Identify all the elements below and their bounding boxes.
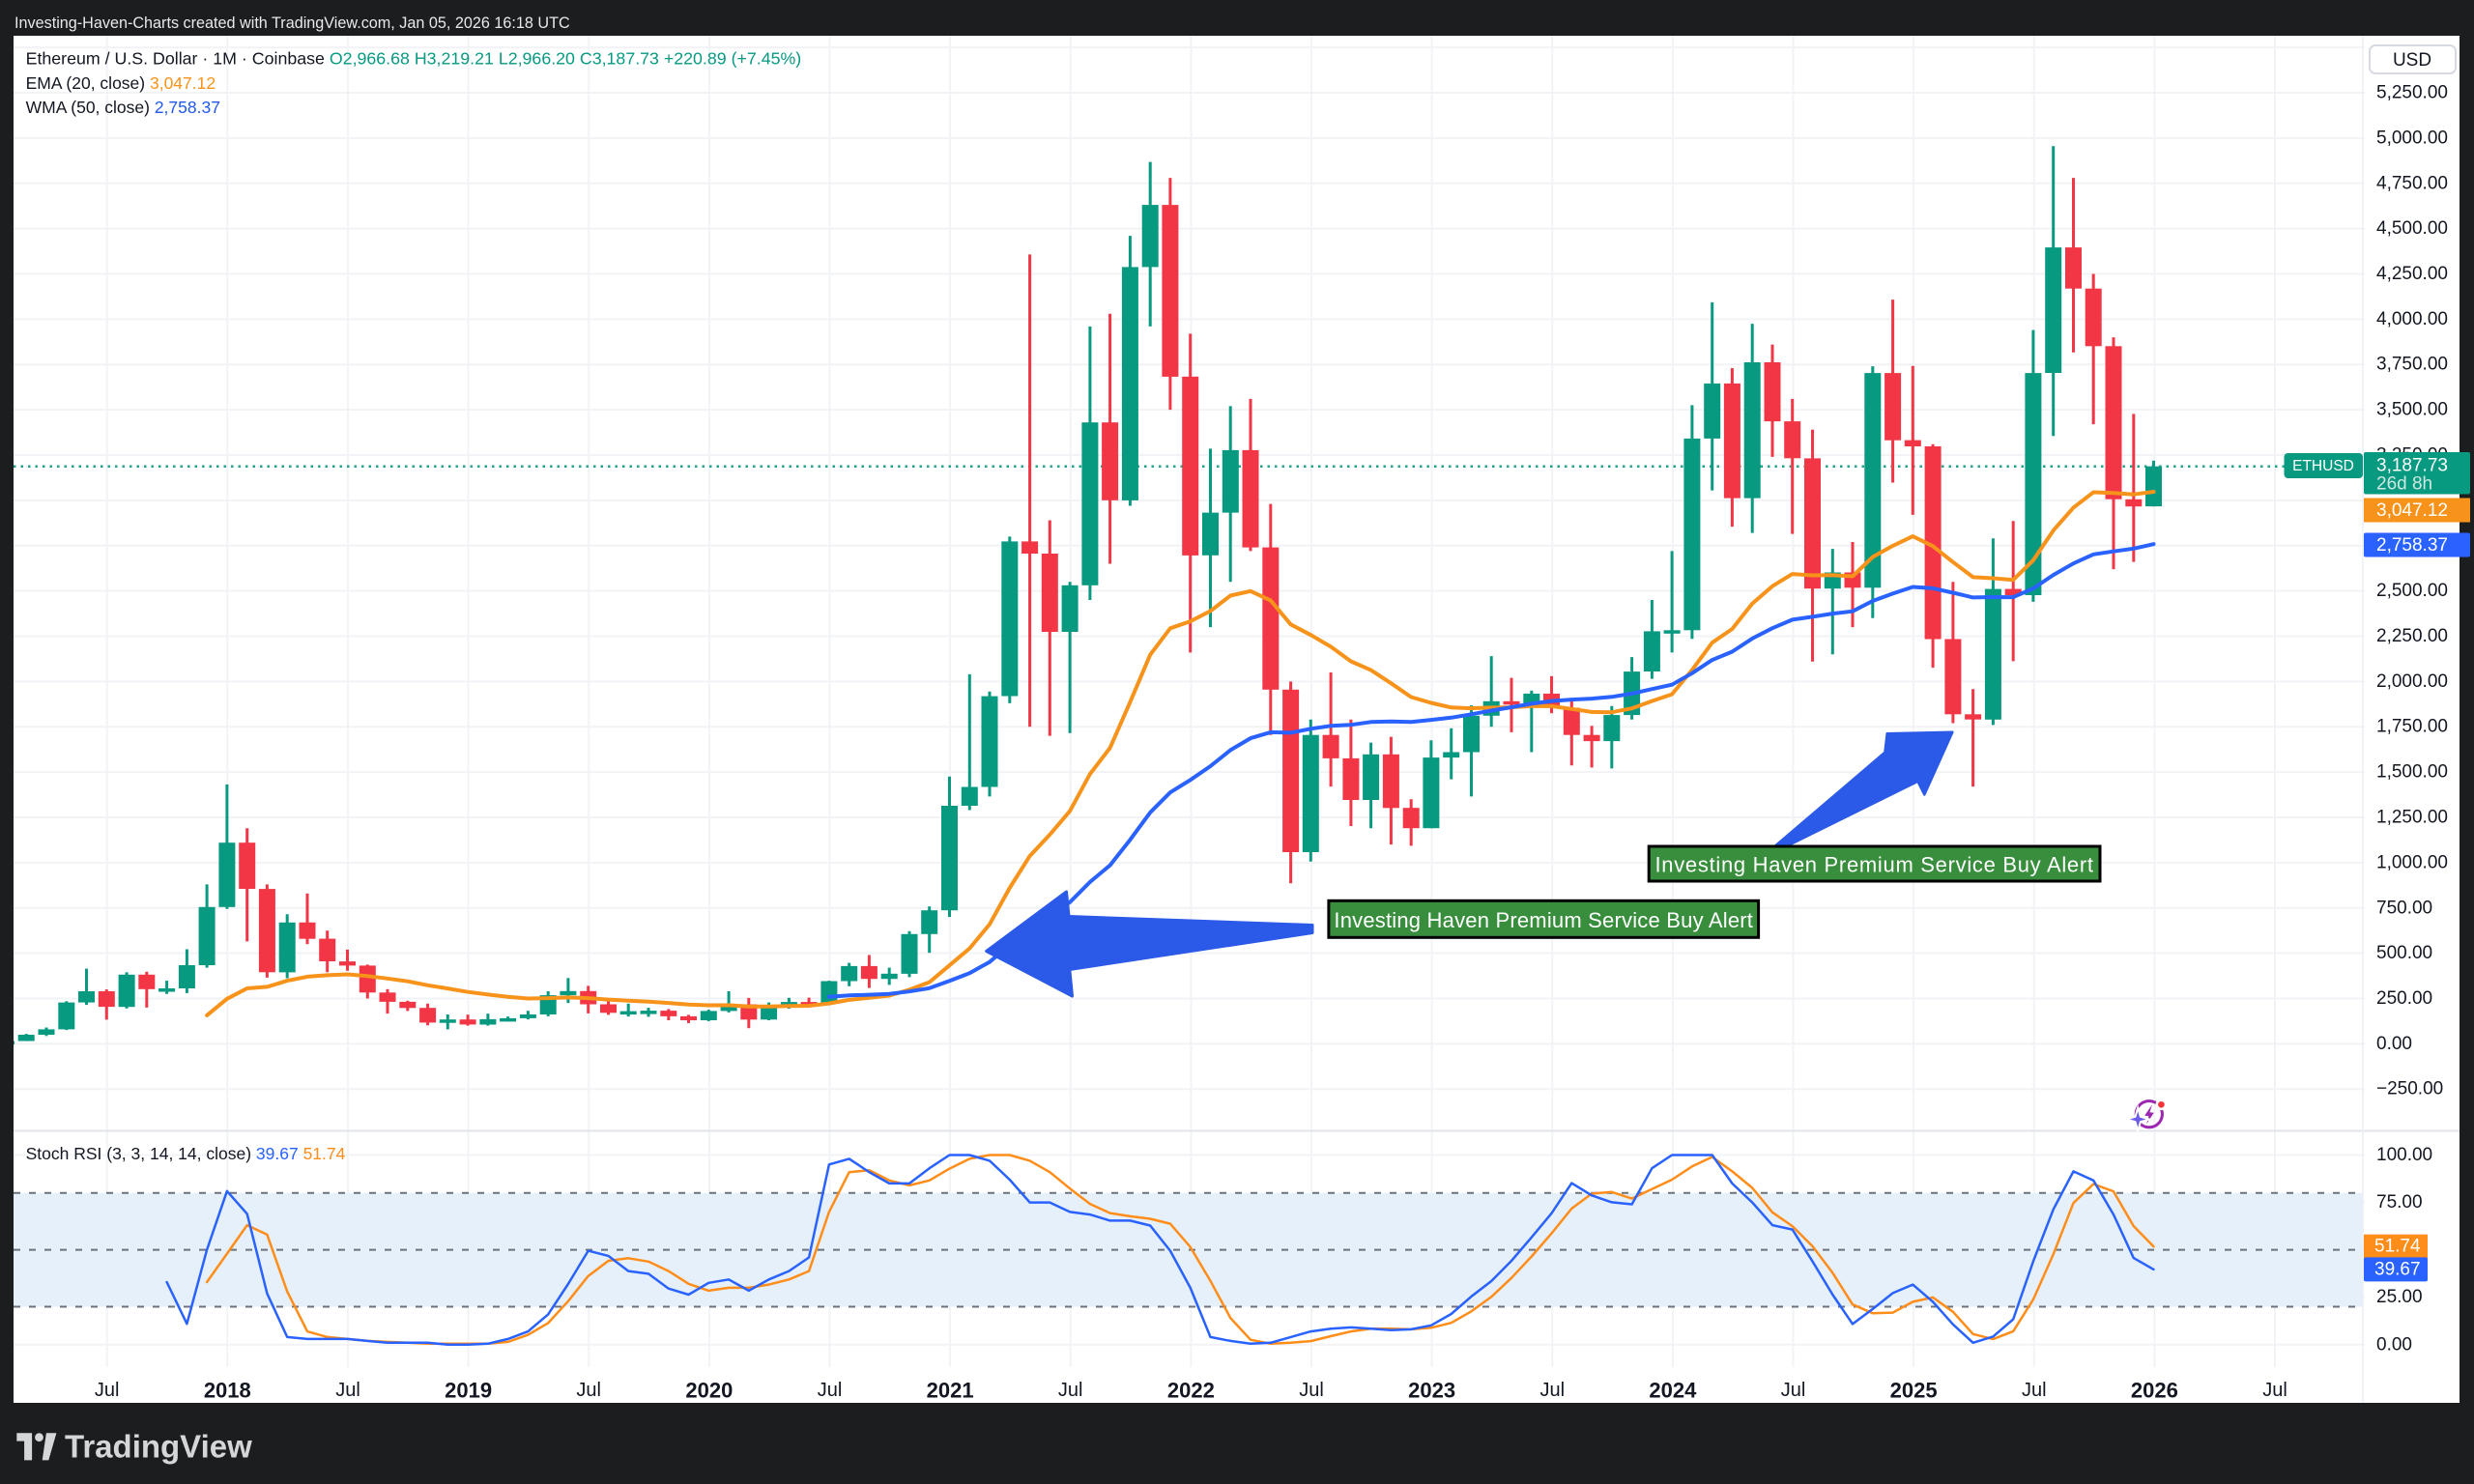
svg-text:2023: 2023 bbox=[1408, 1379, 1455, 1403]
svg-text:Jul: Jul bbox=[1299, 1380, 1324, 1401]
svg-text:Jul: Jul bbox=[1781, 1380, 1806, 1401]
svg-text:TradingView: TradingView bbox=[65, 1429, 252, 1465]
svg-text:5,000.00: 5,000.00 bbox=[2376, 128, 2448, 148]
svg-text:2025: 2025 bbox=[1890, 1379, 1938, 1403]
svg-text:2,758.37: 2,758.37 bbox=[2376, 535, 2448, 556]
svg-text:−250.00: −250.00 bbox=[2376, 1079, 2443, 1099]
svg-text:2026: 2026 bbox=[2131, 1379, 2178, 1403]
svg-text:Investing Haven Premium Servic: Investing Haven Premium Service Buy Aler… bbox=[1334, 908, 1753, 932]
svg-text:100.00: 100.00 bbox=[2376, 1145, 2432, 1165]
svg-text:Jul: Jul bbox=[95, 1380, 120, 1401]
svg-text:500.00: 500.00 bbox=[2376, 943, 2432, 963]
svg-text:2,250.00: 2,250.00 bbox=[2376, 626, 2448, 646]
svg-text:1,250.00: 1,250.00 bbox=[2376, 808, 2448, 828]
svg-text:Investing-Haven-Charts created: Investing-Haven-Charts created with Trad… bbox=[14, 14, 570, 32]
svg-text:75.00: 75.00 bbox=[2376, 1192, 2423, 1213]
svg-text:Stoch RSI (3, 3, 14, 14, close: Stoch RSI (3, 3, 14, 14, close) 39.67 51… bbox=[26, 1144, 346, 1163]
svg-text:Jul: Jul bbox=[818, 1380, 843, 1401]
svg-text:4,750.00: 4,750.00 bbox=[2376, 173, 2448, 193]
svg-text:Jul: Jul bbox=[335, 1380, 360, 1401]
svg-text:Investing Haven Premium Servic: Investing Haven Premium Service Buy Aler… bbox=[1654, 853, 2093, 877]
svg-text:WMA (50, close) 2,758.37: WMA (50, close) 2,758.37 bbox=[26, 98, 220, 117]
svg-text:3,187.73: 3,187.73 bbox=[2376, 456, 2448, 476]
svg-text:0.00: 0.00 bbox=[2376, 1334, 2412, 1355]
svg-text:3,047.12: 3,047.12 bbox=[2376, 500, 2448, 521]
svg-text:0.00: 0.00 bbox=[2376, 1034, 2412, 1054]
svg-text:1,750.00: 1,750.00 bbox=[2376, 717, 2448, 737]
svg-text:4,500.00: 4,500.00 bbox=[2376, 218, 2448, 239]
svg-text:3,500.00: 3,500.00 bbox=[2376, 400, 2448, 420]
svg-text:2021: 2021 bbox=[927, 1379, 974, 1403]
svg-text:2024: 2024 bbox=[1649, 1379, 1697, 1403]
svg-text:Jul: Jul bbox=[1058, 1380, 1083, 1401]
svg-text:2019: 2019 bbox=[445, 1379, 492, 1403]
svg-text:2,000.00: 2,000.00 bbox=[2376, 671, 2448, 692]
svg-text:250.00: 250.00 bbox=[2376, 988, 2432, 1009]
svg-text:1,000.00: 1,000.00 bbox=[2376, 852, 2448, 872]
svg-text:Jul: Jul bbox=[1540, 1380, 1566, 1401]
svg-text:51.74: 51.74 bbox=[2374, 1237, 2421, 1257]
svg-text:4,250.00: 4,250.00 bbox=[2376, 264, 2448, 284]
svg-text:Ethereum / U.S. Dollar · 1M ·: Ethereum / U.S. Dollar · 1M · Coinbase O… bbox=[26, 49, 802, 69]
svg-text:26d 8h: 26d 8h bbox=[2376, 474, 2432, 495]
svg-text:2018: 2018 bbox=[204, 1379, 251, 1403]
svg-text:3,750.00: 3,750.00 bbox=[2376, 355, 2448, 375]
svg-text:2,500.00: 2,500.00 bbox=[2376, 581, 2448, 601]
svg-text:2022: 2022 bbox=[1167, 1379, 1215, 1403]
svg-text:Jul: Jul bbox=[576, 1380, 601, 1401]
svg-text:Jul: Jul bbox=[2262, 1380, 2287, 1401]
svg-text:ETHUSD: ETHUSD bbox=[2292, 458, 2354, 474]
svg-text:Jul: Jul bbox=[2022, 1380, 2047, 1401]
svg-text:39.67: 39.67 bbox=[2374, 1259, 2421, 1279]
svg-text:EMA (20, close) 3,047.12: EMA (20, close) 3,047.12 bbox=[26, 73, 216, 93]
svg-text:4,000.00: 4,000.00 bbox=[2376, 309, 2448, 329]
svg-text:25.00: 25.00 bbox=[2376, 1287, 2423, 1307]
svg-text:2020: 2020 bbox=[685, 1379, 733, 1403]
svg-text:1,500.00: 1,500.00 bbox=[2376, 762, 2448, 783]
svg-text:750.00: 750.00 bbox=[2376, 898, 2432, 918]
svg-text:USD: USD bbox=[2393, 50, 2431, 71]
svg-text:5,250.00: 5,250.00 bbox=[2376, 83, 2448, 103]
